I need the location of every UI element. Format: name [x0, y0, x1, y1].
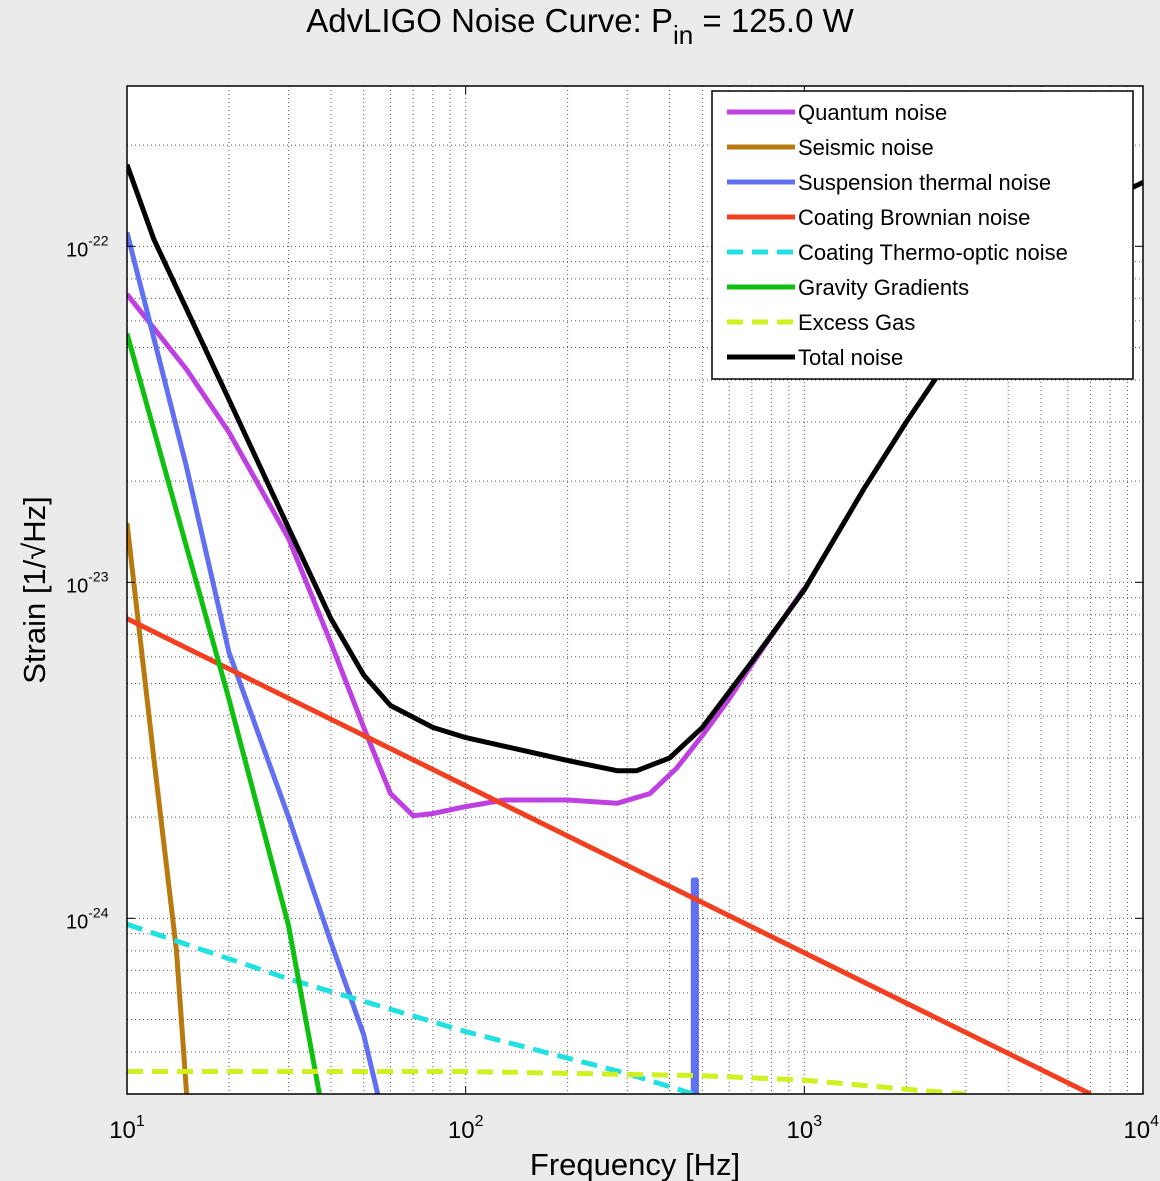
- x-axis-label: Frequency [Hz]: [530, 1147, 740, 1181]
- legend-label: Total noise: [798, 345, 903, 370]
- legend-label: Coating Thermo-optic noise: [798, 240, 1068, 265]
- legend-label: Gravity Gradients: [798, 275, 969, 300]
- series-group: [127, 163, 1143, 1094]
- legend-label: Coating Brownian noise: [798, 205, 1030, 230]
- series-line: [127, 163, 1143, 774]
- y-tick-label: 10-22: [66, 232, 109, 261]
- series-line: [127, 616, 1092, 1094]
- series-line: [127, 522, 190, 1094]
- legend: Quantum noise Seismic noise Suspension the…: [711, 90, 1134, 380]
- y-axis-label: Strain [1/√Hz]: [17, 496, 52, 684]
- series-line: [690, 877, 699, 1094]
- chart-title-rest: = 125.0 W: [693, 2, 854, 39]
- x-tick-label: 104: [1123, 1113, 1159, 1144]
- x-tick-label: 101: [109, 1113, 145, 1144]
- series-line: [127, 921, 695, 1094]
- series-line: [127, 292, 807, 819]
- legend-label: Seismic noise: [798, 135, 934, 160]
- series-line: [127, 231, 381, 1094]
- legend-label: Excess Gas: [798, 310, 915, 335]
- series-line: [127, 332, 322, 1094]
- axis-ticks: 101 102 103 104 10-24 10-23 10-22: [66, 86, 1159, 1144]
- y-tick-label: 10-23: [66, 568, 109, 597]
- series-line: [127, 1069, 967, 1094]
- chart-title: AdvLIGO Noise Curve: Pin = 125.0 W: [0, 2, 1160, 50]
- legend-box: [711, 90, 1134, 380]
- y-tick-label: 10-24: [66, 904, 109, 933]
- chart-title-subscript: in: [673, 20, 694, 50]
- legend-label: Suspension thermal noise: [798, 170, 1051, 195]
- x-tick-label: 103: [787, 1113, 823, 1144]
- legend-label: Quantum noise: [798, 100, 947, 125]
- x-tick-label: 102: [448, 1113, 484, 1144]
- plot-frame: [126, 85, 1144, 1095]
- chart-title-main: AdvLIGO Noise Curve: P: [306, 2, 674, 39]
